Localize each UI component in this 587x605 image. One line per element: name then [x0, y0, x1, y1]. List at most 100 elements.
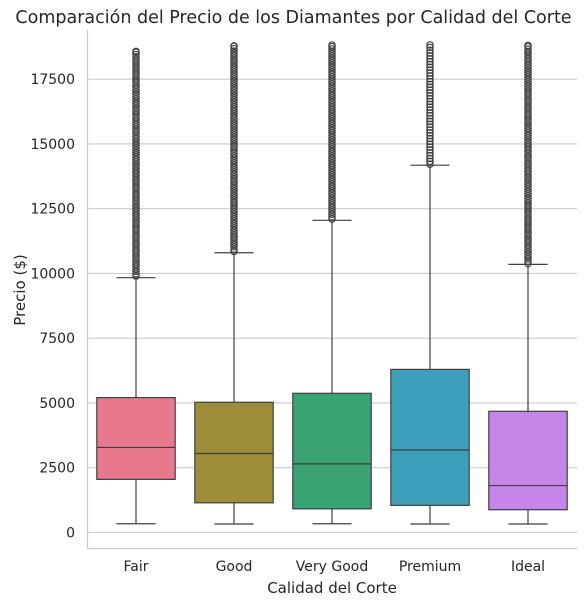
outlier-point — [524, 127, 532, 135]
outlier-point — [132, 200, 140, 208]
outlier-point — [524, 164, 532, 172]
outlier-point — [230, 84, 238, 93]
outlier-point — [132, 62, 140, 71]
outlier-point — [230, 247, 238, 256]
outlier-point — [524, 101, 532, 109]
outlier-point — [328, 126, 336, 135]
outlier-point — [132, 50, 140, 59]
outlier-point — [524, 255, 532, 263]
outlier-point — [132, 123, 140, 131]
outlier-point — [524, 64, 532, 72]
outlier-point — [328, 94, 336, 102]
outlier-point — [426, 57, 434, 66]
outlier-point — [132, 90, 140, 98]
outlier-point — [230, 233, 238, 242]
outlier-point — [230, 205, 238, 214]
outlier-point — [426, 114, 434, 123]
outlier-point — [524, 80, 532, 88]
outlier-point — [132, 221, 140, 229]
outlier-point — [132, 262, 140, 271]
outlier-point — [328, 140, 336, 149]
outlier-point — [524, 182, 532, 191]
outlier-point — [328, 89, 336, 97]
outlier-point — [524, 152, 532, 161]
outlier-point — [524, 113, 532, 121]
outlier-point — [524, 82, 532, 91]
outlier-point — [524, 189, 532, 198]
outlier-point — [230, 54, 238, 62]
outlier-point — [132, 172, 140, 180]
outlier-point — [426, 117, 434, 126]
outlier-point — [524, 68, 532, 77]
outlier-point — [426, 109, 434, 117]
outlier-point — [328, 157, 336, 165]
outlier-point — [524, 248, 532, 256]
outlier-point — [132, 223, 140, 231]
outlier-point — [328, 138, 336, 146]
outlier-point — [328, 192, 336, 200]
outlier-point — [230, 70, 238, 79]
outlier-point — [426, 94, 434, 103]
outlier-point — [132, 197, 140, 206]
outlier-point — [132, 55, 140, 64]
outlier-point — [132, 188, 140, 196]
outlier-point — [328, 203, 336, 212]
outlier-point — [132, 83, 140, 91]
outlier-point — [524, 71, 532, 79]
box-group — [194, 42, 274, 525]
outlier-point — [132, 253, 140, 262]
outlier-point — [230, 56, 238, 65]
outlier-point — [524, 54, 532, 63]
outlier-point — [132, 106, 140, 115]
outlier-point — [524, 201, 532, 210]
outlier-point — [426, 137, 434, 146]
outliers — [132, 47, 140, 280]
outlier-point — [328, 205, 336, 214]
x-tick-label: Ideal — [511, 559, 545, 575]
outlier-point — [132, 130, 140, 138]
y-tick-label: 0 — [66, 525, 75, 541]
outlier-point — [230, 236, 238, 244]
outlier-point — [524, 227, 532, 235]
outlier-point — [132, 165, 140, 173]
outlier-point — [132, 99, 140, 108]
outlier-point — [328, 82, 336, 90]
outlier-point — [132, 246, 140, 255]
outlier-point — [230, 226, 238, 235]
outlier-point — [230, 147, 238, 155]
outlier-point — [230, 114, 238, 123]
outlier-point — [132, 116, 140, 124]
outlier-point — [524, 187, 532, 196]
outlier-point — [132, 160, 140, 168]
outlier-point — [426, 92, 434, 100]
outlier-point — [328, 187, 336, 195]
outlier-point — [132, 78, 140, 87]
y-axis-label: Precio ($) — [11, 254, 29, 325]
outlier-point — [328, 199, 336, 207]
outlier-point — [524, 92, 532, 100]
outlier-point — [230, 126, 238, 134]
outlier-point — [132, 113, 140, 122]
outlier-point — [132, 127, 140, 136]
outlier-point — [230, 91, 238, 100]
outlier-point — [230, 184, 238, 193]
outlier-point — [230, 135, 238, 144]
outlier-point — [132, 69, 140, 78]
outlier-point — [132, 255, 140, 264]
outlier-point — [132, 204, 140, 213]
outlier-point — [524, 161, 532, 170]
outlier-point — [328, 136, 336, 144]
outlier-point — [524, 131, 532, 140]
outlier-point — [524, 150, 532, 158]
outlier-point — [426, 72, 434, 80]
outlier-point — [426, 74, 434, 83]
outlier-point — [524, 166, 532, 175]
outlier-point — [230, 58, 238, 67]
outlier-point — [524, 94, 532, 102]
outlier-point — [230, 203, 238, 211]
outlier-point — [230, 86, 238, 95]
outlier-point — [132, 260, 140, 269]
outlier-point — [524, 124, 532, 133]
outlier-point — [132, 237, 140, 245]
outlier-point — [328, 91, 336, 100]
